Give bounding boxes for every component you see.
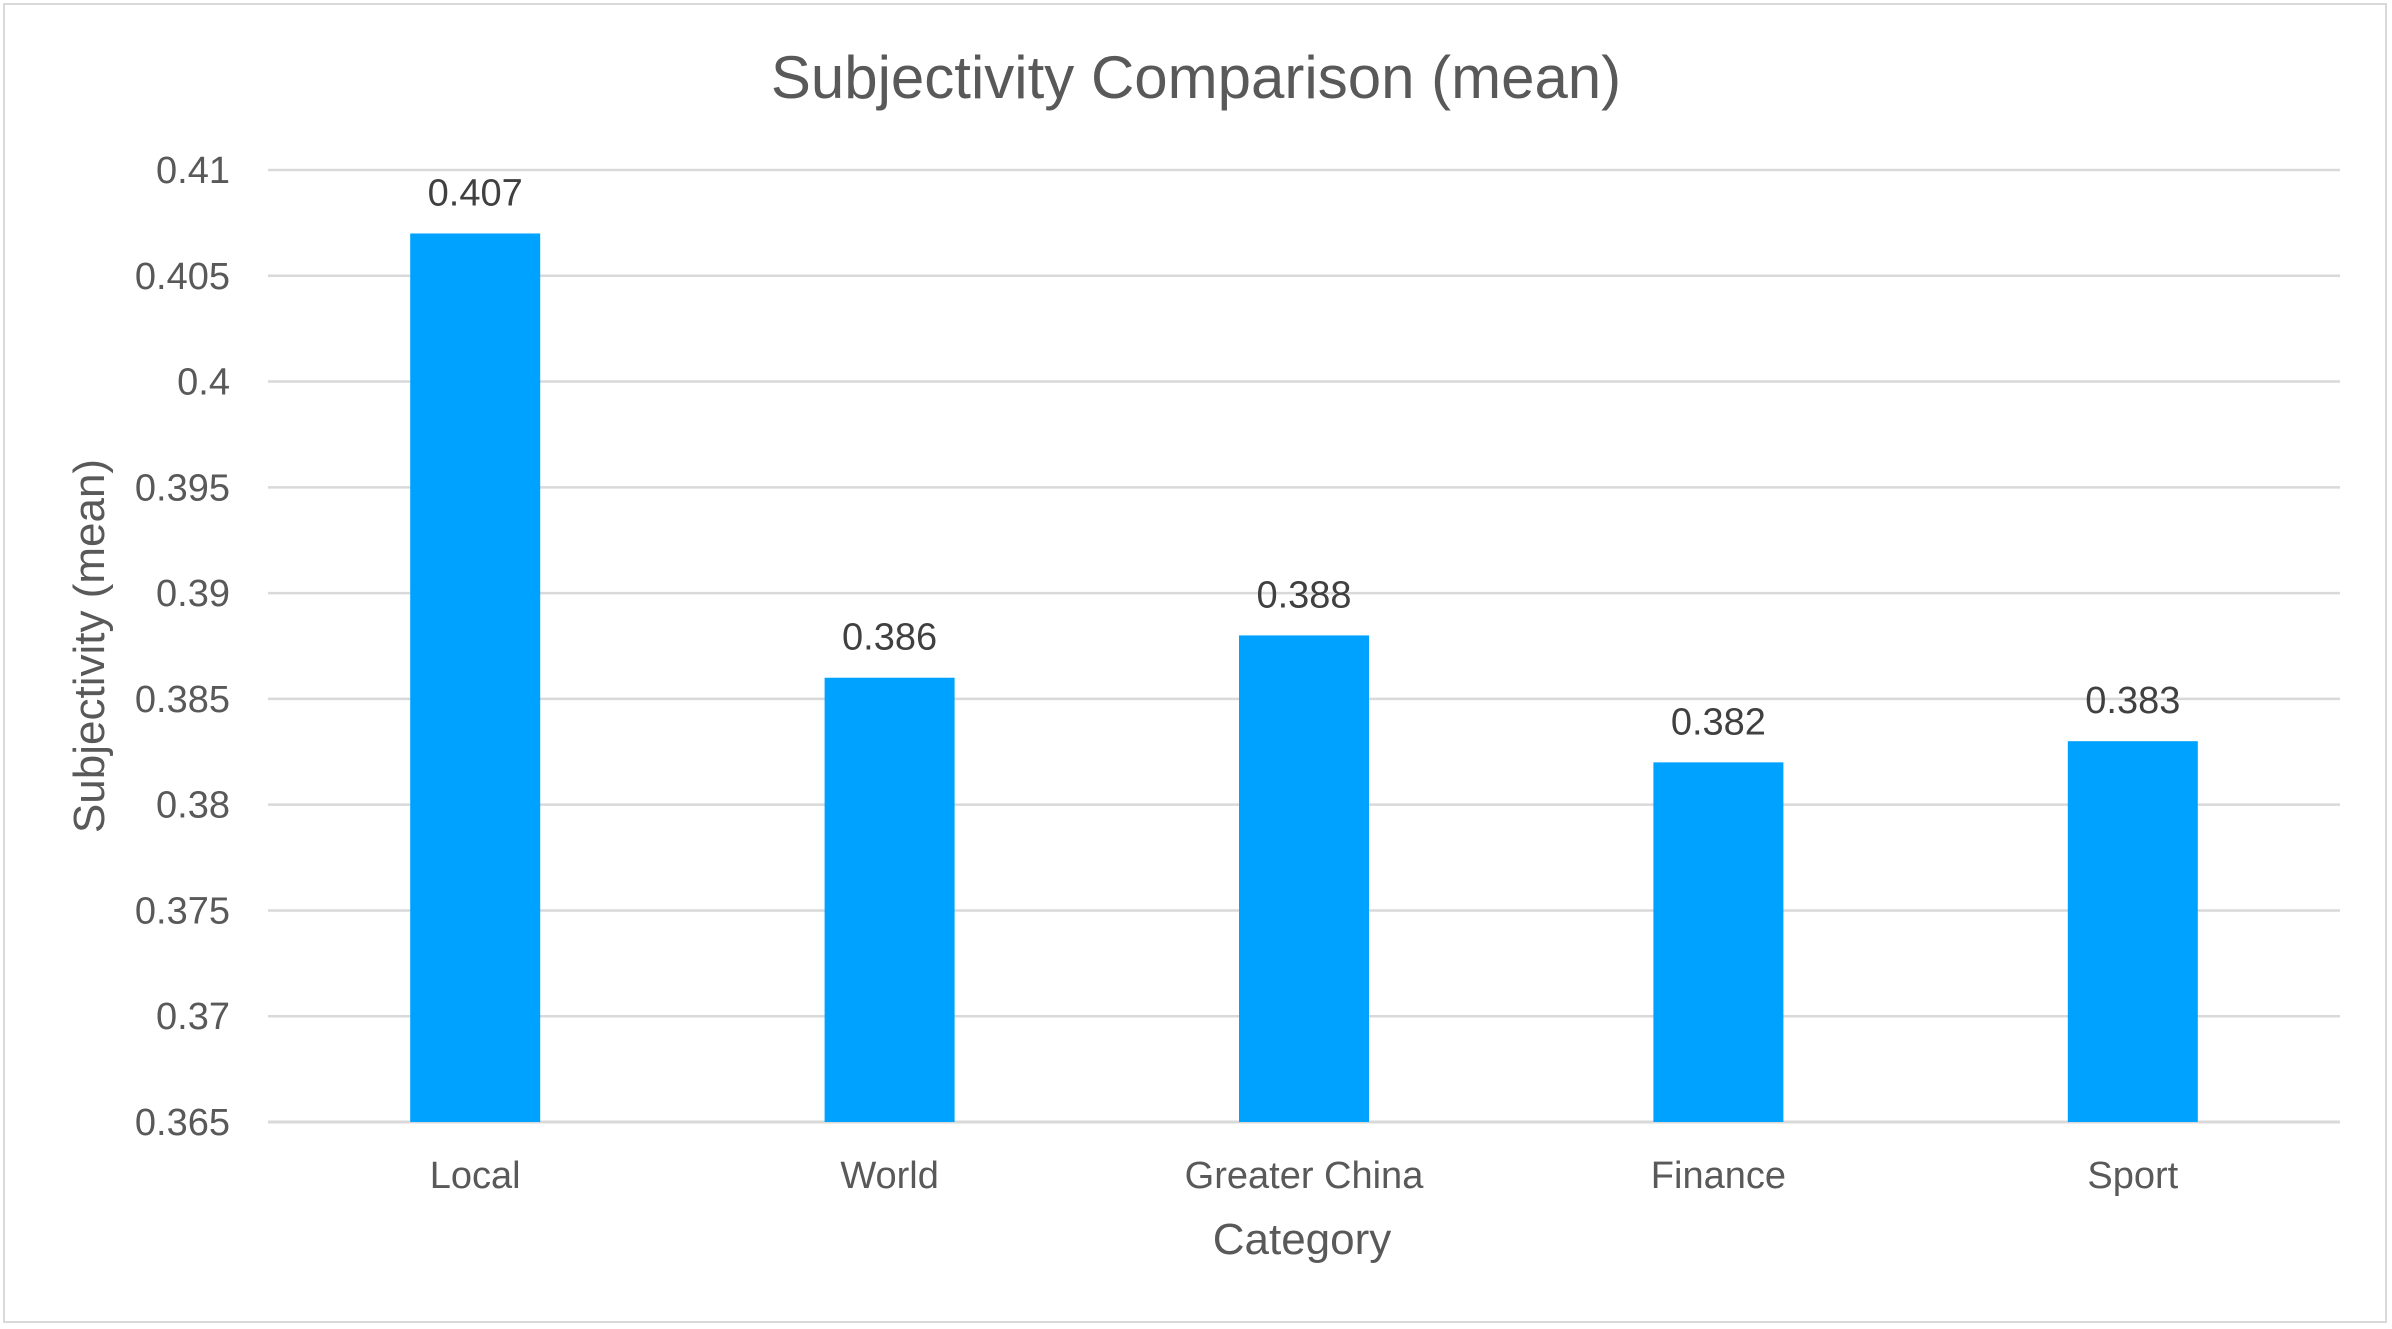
y-axis-title: Subjectivity (mean) [65, 459, 114, 833]
bar [410, 233, 541, 1122]
y-tick-label: 0.395 [135, 467, 230, 509]
y-tick-label: 0.375 [135, 890, 230, 932]
data-labels: 0.407 0.386 0.388 0.382 0.383 [428, 172, 2181, 743]
bar [1239, 635, 1369, 1122]
gridlines [268, 168, 2340, 1124]
y-tick-label: 0.4 [177, 362, 230, 404]
bar [824, 677, 955, 1122]
bars [410, 233, 2198, 1122]
y-tick-label: 0.405 [135, 256, 230, 298]
data-label: 0.407 [428, 172, 523, 214]
x-tick-label: Greater China [1185, 1155, 1425, 1197]
y-tick-label: 0.39 [156, 573, 230, 615]
data-label: 0.388 [1256, 574, 1351, 616]
x-tick-label: Sport [2087, 1155, 2178, 1197]
x-tick-label: World [840, 1155, 939, 1197]
data-label: 0.383 [2085, 680, 2180, 722]
x-axis-title: Category [1213, 1215, 1392, 1264]
x-tick-label: Local [430, 1155, 521, 1197]
y-tick-label: 0.365 [135, 1102, 230, 1144]
y-tick-label: 0.38 [156, 785, 230, 827]
data-label: 0.382 [1671, 701, 1766, 743]
data-label: 0.386 [842, 617, 937, 659]
y-tick-label: 0.41 [156, 150, 230, 192]
bar [2067, 741, 2198, 1122]
chart-title: Subjectivity Comparison (mean) [771, 44, 1621, 111]
y-axis-ticks: 0.365 0.37 0.375 0.38 0.385 0.39 0.395 0.4 0.405… [135, 150, 230, 1144]
x-axis-ticks: Local World Greater China Finance Sport [430, 1155, 2179, 1197]
y-tick-label: 0.385 [135, 679, 230, 721]
y-tick-label: 0.37 [156, 996, 230, 1038]
bar [1653, 762, 1784, 1122]
chart-frame [3, 3, 2387, 1323]
x-tick-label: Finance [1651, 1155, 1786, 1197]
